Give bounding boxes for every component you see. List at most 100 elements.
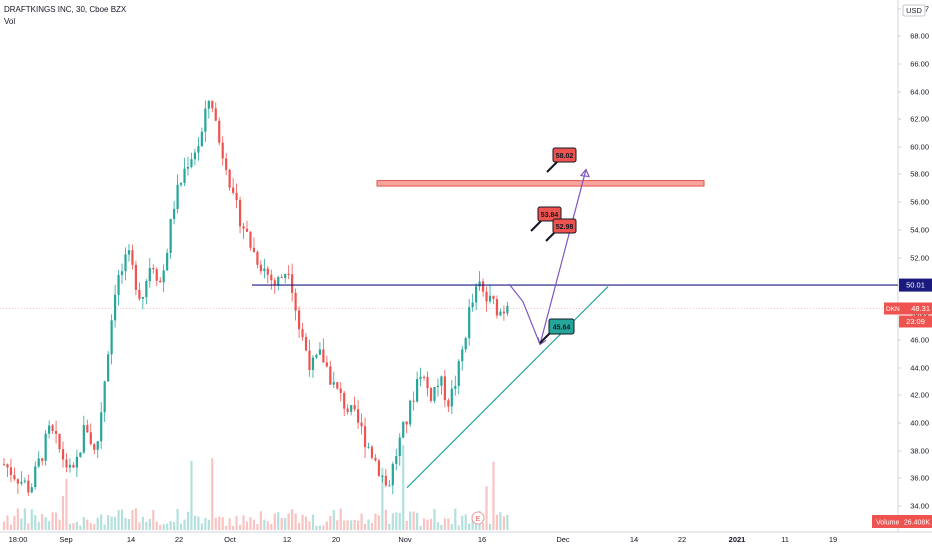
y-tick-label: 58.00	[910, 170, 929, 179]
candle-body	[506, 305, 509, 314]
candle-body	[308, 350, 311, 370]
price-axis[interactable]	[898, 0, 932, 532]
volume-bar	[41, 513, 44, 530]
price-callout-52-98[interactable]: 52.98	[545, 218, 577, 242]
symbol-title[interactable]: DRAFTKINGS INC, 30, Cboe BZX	[4, 5, 127, 14]
candle-body	[110, 320, 113, 355]
volume-bar	[138, 522, 141, 530]
price-callout-45-64[interactable]: 45.64	[539, 318, 575, 344]
candle-body	[419, 376, 422, 379]
candle-body	[440, 376, 443, 386]
volume-bar	[287, 513, 290, 530]
candle-body	[37, 458, 40, 467]
volume-bar	[159, 524, 162, 530]
candle-body	[245, 228, 249, 232]
price-callout-58[interactable]: 58.02	[546, 147, 577, 173]
candle-body	[145, 281, 148, 298]
candle-body	[6, 464, 9, 468]
volume-bar	[468, 523, 471, 530]
candle-body	[416, 378, 419, 402]
bar-countdown: 23:09	[906, 317, 925, 326]
volume-bar	[54, 512, 58, 530]
volume-bar	[492, 461, 495, 530]
support-trendline[interactable]	[406, 286, 609, 489]
y-tick-label: 44.00	[910, 364, 929, 373]
volume-bar	[89, 523, 92, 530]
earnings-marker-letter: E	[476, 516, 481, 523]
volume-bar	[6, 515, 9, 530]
volume-bar	[485, 486, 488, 530]
volume-bar	[113, 517, 117, 530]
volume-bar	[464, 514, 467, 530]
candle-body	[124, 254, 127, 272]
candle-body	[34, 466, 37, 488]
volume-tag: Volume 26.408K	[872, 515, 932, 528]
volume-bar	[284, 518, 287, 530]
volume-bar	[100, 514, 103, 530]
candle-body	[475, 286, 478, 303]
volume-bar	[65, 478, 68, 530]
y-tick-label: 54.00	[910, 226, 929, 235]
volume-bar	[266, 521, 269, 530]
resistance-zone[interactable]	[376, 180, 705, 187]
volume-bar	[235, 515, 238, 530]
candle-body	[287, 273, 290, 275]
volume-bar	[107, 515, 110, 530]
volume-bar	[499, 512, 502, 530]
candle-body	[183, 168, 186, 184]
volume-bar	[318, 525, 322, 530]
candle-body	[120, 271, 124, 276]
candle-body	[131, 250, 134, 265]
volume-bar	[294, 513, 297, 530]
volume-bar	[127, 518, 131, 530]
y-tick-label: 64.00	[910, 88, 929, 97]
volume-bar	[155, 521, 158, 530]
volume-bar	[141, 516, 144, 530]
candle-body	[426, 377, 429, 389]
candle-body	[450, 388, 453, 407]
y-tick-label: 42.00	[910, 391, 929, 400]
candle-body	[2, 464, 6, 466]
volume-bar	[259, 511, 262, 530]
candle-body	[197, 146, 200, 153]
volume-bar	[96, 517, 99, 530]
volume-bar	[166, 523, 169, 530]
volume-bar	[51, 512, 54, 530]
volume-bar	[34, 515, 37, 530]
earnings-marker[interactable]: E	[471, 511, 485, 525]
candle-body	[461, 349, 464, 362]
candle-body	[398, 437, 401, 457]
price-callout-53-84[interactable]: 53.84	[530, 206, 562, 232]
candle-body	[200, 131, 203, 147]
volume-bar	[23, 508, 26, 530]
volume-bar	[336, 520, 339, 530]
volume-bar	[419, 525, 422, 530]
candle-body	[343, 392, 346, 409]
volume-bar	[263, 519, 266, 530]
x-tick-label: Nov	[398, 535, 412, 544]
candle-body	[315, 354, 318, 358]
volume-indicator-label[interactable]: Vol	[4, 17, 16, 26]
candle-body	[256, 251, 259, 265]
currency-tag: USD	[902, 4, 926, 17]
candle-body	[471, 302, 474, 308]
projection-arrow-up[interactable]	[539, 169, 587, 345]
candle-body	[20, 481, 23, 484]
candle-body	[405, 421, 408, 425]
volume-bar	[374, 513, 377, 530]
volume-bar	[186, 511, 190, 530]
volume-bar	[2, 521, 6, 530]
volume-bar	[440, 524, 443, 530]
candle-body	[395, 456, 398, 464]
candle-body	[166, 252, 169, 271]
volume-bar	[9, 524, 13, 530]
volume-bar	[16, 508, 19, 530]
volume-bar	[173, 521, 176, 530]
candle-body	[103, 381, 106, 413]
volume-bar	[377, 515, 381, 530]
projection-arrow-down[interactable]	[508, 283, 541, 345]
y-tick-label: 7	[925, 5, 929, 14]
volume-bar	[395, 512, 398, 530]
candle-body	[464, 338, 467, 350]
